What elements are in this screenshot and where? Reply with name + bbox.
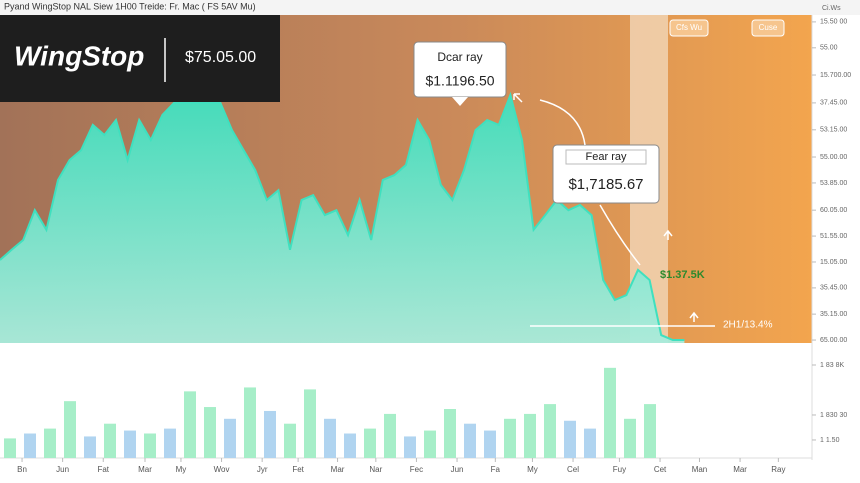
x-tick-label: Wov [214, 465, 230, 474]
annotation: 2H1/13.4% [723, 320, 773, 331]
volume-bar [444, 409, 456, 458]
arrow [513, 93, 523, 103]
y-tick-label: 51.55.00 [820, 233, 847, 240]
volume-bar [24, 433, 36, 458]
logo: WingStop [14, 40, 144, 71]
logo-panel [0, 15, 280, 102]
x-tick-label: Mar [138, 465, 152, 474]
button-label[interactable]: Cfs Wu [676, 23, 702, 32]
button[interactable] [669, 19, 709, 37]
volume-bar [544, 404, 556, 458]
x-tick-label: Jun [451, 465, 464, 474]
y-tick-label: 55.00.00 [820, 154, 847, 161]
volume-bar [564, 420, 576, 458]
y-tick-label: 65.00.00 [820, 337, 847, 344]
price: $75.05.00 [185, 49, 256, 66]
volume-bar [184, 391, 196, 458]
y-tick-label: 35.15.00 [820, 311, 847, 318]
x-tick-label: Jyr [257, 465, 268, 474]
volume-bar [464, 423, 476, 458]
x-tick-label: My [527, 465, 538, 474]
arrow [663, 229, 673, 240]
y-tick-label: 35.45.00 [820, 285, 847, 292]
volume-bar [524, 413, 536, 458]
volume-bar [384, 413, 396, 458]
volume-bar [204, 407, 216, 458]
volume-bar [584, 428, 596, 458]
y-tick-label: 1 830 30 [820, 412, 847, 419]
x-tick-label: Cel [567, 465, 579, 474]
corner-label: Ci.Ws [822, 5, 841, 12]
y-tick-label: 37.45.00 [820, 100, 847, 107]
volume-bar [224, 418, 236, 458]
window-title: Pyand WingStop NAL Siew 1H00 Treide: Fr.… [4, 1, 256, 11]
connector [539, 99, 586, 146]
y-tick-label: 55.00 [820, 45, 838, 52]
x-tick-label: Fet [292, 465, 304, 474]
y-tick-label: 1 83 8K [820, 362, 844, 369]
volume-bar [344, 433, 356, 458]
volume-bar [624, 418, 636, 458]
volume-bar [44, 428, 56, 458]
callout-label: Dcar ray [437, 50, 482, 64]
volume-bar [364, 428, 376, 458]
connector [599, 204, 641, 266]
annotation: $1.37.5K [660, 269, 705, 281]
button-label[interactable]: Cuse [759, 23, 778, 32]
volume-bar [264, 410, 276, 458]
volume-bar [124, 430, 136, 458]
callout-header [565, 149, 647, 165]
x-tick-label: Fec [410, 465, 423, 474]
price-line [0, 91, 685, 341]
x-tick-label: Jun [56, 465, 69, 474]
x-tick-label: Fa [491, 465, 501, 474]
volume-bar [484, 430, 496, 458]
x-tick-label: My [176, 465, 187, 474]
y-tick-label: 53.15.00 [820, 127, 847, 134]
callout-value: $1.1196.50 [425, 73, 494, 89]
y-tick-label: 53.85.00 [820, 180, 847, 187]
volume-bar [4, 438, 16, 458]
title-bar [0, 0, 860, 15]
volume-bar [244, 387, 256, 458]
volume-bar [404, 436, 416, 458]
x-tick-label: Fuy [613, 465, 626, 474]
x-tick-label: Fat [97, 465, 109, 474]
y-tick-label: 15.50 00 [820, 19, 847, 26]
x-tick-label: Man [692, 465, 708, 474]
volume-bar [284, 423, 296, 458]
volume-bar [504, 418, 516, 458]
volume-bar [304, 389, 316, 458]
volume-bar [64, 401, 76, 458]
volume-bar [604, 367, 616, 458]
y-tick-label: 15.05.00 [820, 259, 847, 266]
arrow [689, 311, 699, 322]
callout-value: $1,7185.67 [568, 176, 643, 193]
x-tick-label: Mar [331, 465, 345, 474]
volume-bar [424, 430, 436, 458]
callout-tip [452, 97, 468, 106]
volume-bar [144, 433, 156, 458]
callout-label: Fear ray [586, 151, 627, 163]
x-tick-label: Ray [771, 465, 785, 474]
x-tick-label: Nar [369, 465, 382, 474]
y-tick-label: 1 1.50 [820, 437, 840, 444]
button[interactable] [751, 19, 785, 37]
x-tick-label: Mar [733, 465, 747, 474]
y-tick-label: 15.700.00 [820, 72, 851, 79]
x-tick-label: Cet [654, 465, 667, 474]
volume-bar [164, 428, 176, 458]
volume-bar [84, 436, 96, 458]
volume-bar [644, 404, 656, 458]
volume-bar [324, 418, 336, 458]
y-tick-label: 60.05.00 [820, 207, 847, 214]
x-tick-label: Bn [17, 465, 27, 474]
price-area [0, 95, 685, 343]
volume-bar [104, 423, 116, 458]
